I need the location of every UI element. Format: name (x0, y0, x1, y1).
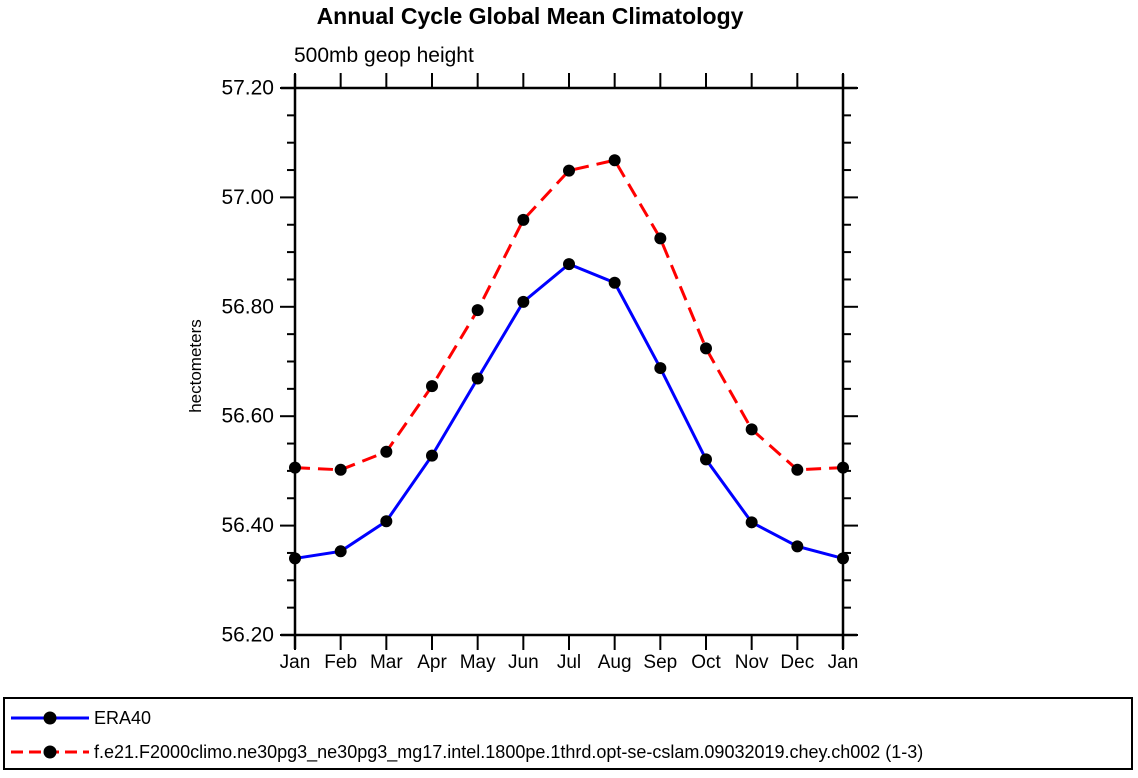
data-point-marker (517, 295, 530, 308)
data-point-marker (745, 516, 758, 529)
data-point-marker (700, 453, 712, 466)
chart-title: Annual Cycle Global Mean Climatology (316, 3, 744, 29)
axes-frame (281, 74, 857, 649)
data-point-marker (380, 445, 393, 458)
data-point-marker (471, 304, 484, 317)
data-point-marker (700, 342, 712, 355)
x-ticks: Jan Feb Mar Apr May Jun Jul Aug Sep Oct Nov Dec Jan (280, 73, 859, 673)
data-point-marker (334, 545, 347, 558)
data-point-marker (563, 258, 575, 271)
x-tick-label: Jan (828, 652, 859, 673)
model-line (294, 158, 844, 472)
data-point-marker (791, 463, 804, 476)
era40-line (294, 262, 844, 560)
y-tick-label: 56.40 (221, 514, 274, 537)
data-point-marker (426, 449, 438, 462)
x-tick-label: Dec (780, 652, 814, 673)
legend-swatch-model-line-icon (11, 745, 89, 759)
legend-label-era40: ERA40 (94, 707, 152, 728)
data-point-marker (837, 552, 849, 565)
x-tick-label: Mar (370, 652, 403, 673)
legend-row-era40: ERA40 (9, 701, 1131, 735)
y-tick-label: 56.80 (221, 295, 274, 318)
data-point-marker (791, 540, 804, 553)
plot-area: 56.20 56.40 56.60 56.80 57.00 57.20 Jan Feb Mar A… (221, 73, 859, 673)
chart-subtitle: 500mb geop height (294, 44, 474, 67)
x-tick-label: Oct (691, 652, 721, 673)
data-point-marker (426, 380, 438, 393)
y-tick-label: 56.20 (221, 624, 274, 647)
y-ticks: 56.20 56.40 56.60 56.80 57.00 57.20 (221, 77, 858, 647)
x-tick-label: May (460, 652, 496, 673)
data-point-marker (471, 372, 484, 385)
y-tick-label: 57.20 (221, 77, 274, 100)
x-tick-label: Jul (557, 652, 581, 673)
data-point-marker (380, 515, 393, 528)
series-0 (289, 258, 849, 565)
y-tick-label: 57.00 (221, 186, 274, 209)
legend-marker-dot-icon (43, 711, 57, 725)
data-point-marker (517, 213, 530, 226)
data-point-marker (334, 463, 347, 476)
data-point-marker (608, 276, 621, 289)
series-1 (289, 154, 849, 476)
data-point-marker (654, 232, 667, 245)
x-tick-label: Sep (643, 652, 677, 673)
legend: ERA40 f.e21.F2000climo.ne30pg3_ne30pg3_m… (3, 697, 1133, 770)
data-point-marker (837, 461, 849, 474)
y-tick-label: 56.60 (221, 405, 274, 428)
data-point-marker (289, 552, 301, 565)
legend-label-model: f.e21.F2000climo.ne30pg3_ne30pg3_mg17.in… (94, 741, 924, 762)
x-tick-label: Jan (280, 652, 311, 673)
data-point-marker (608, 154, 621, 167)
legend-row-model: f.e21.F2000climo.ne30pg3_ne30pg3_mg17.in… (9, 735, 1131, 769)
data-point-marker (654, 362, 667, 375)
x-tick-label: Aug (598, 652, 632, 673)
legend-marker-dot-icon (43, 745, 57, 759)
data-point-marker (289, 461, 301, 474)
x-tick-label: Apr (417, 652, 447, 673)
x-tick-label: Jun (508, 652, 539, 673)
x-tick-label: Nov (735, 652, 769, 673)
data-point-marker (745, 423, 758, 436)
data-point-marker (563, 164, 575, 177)
legend-swatch-era40-line-icon (11, 711, 89, 725)
x-tick-label: Feb (324, 652, 357, 673)
